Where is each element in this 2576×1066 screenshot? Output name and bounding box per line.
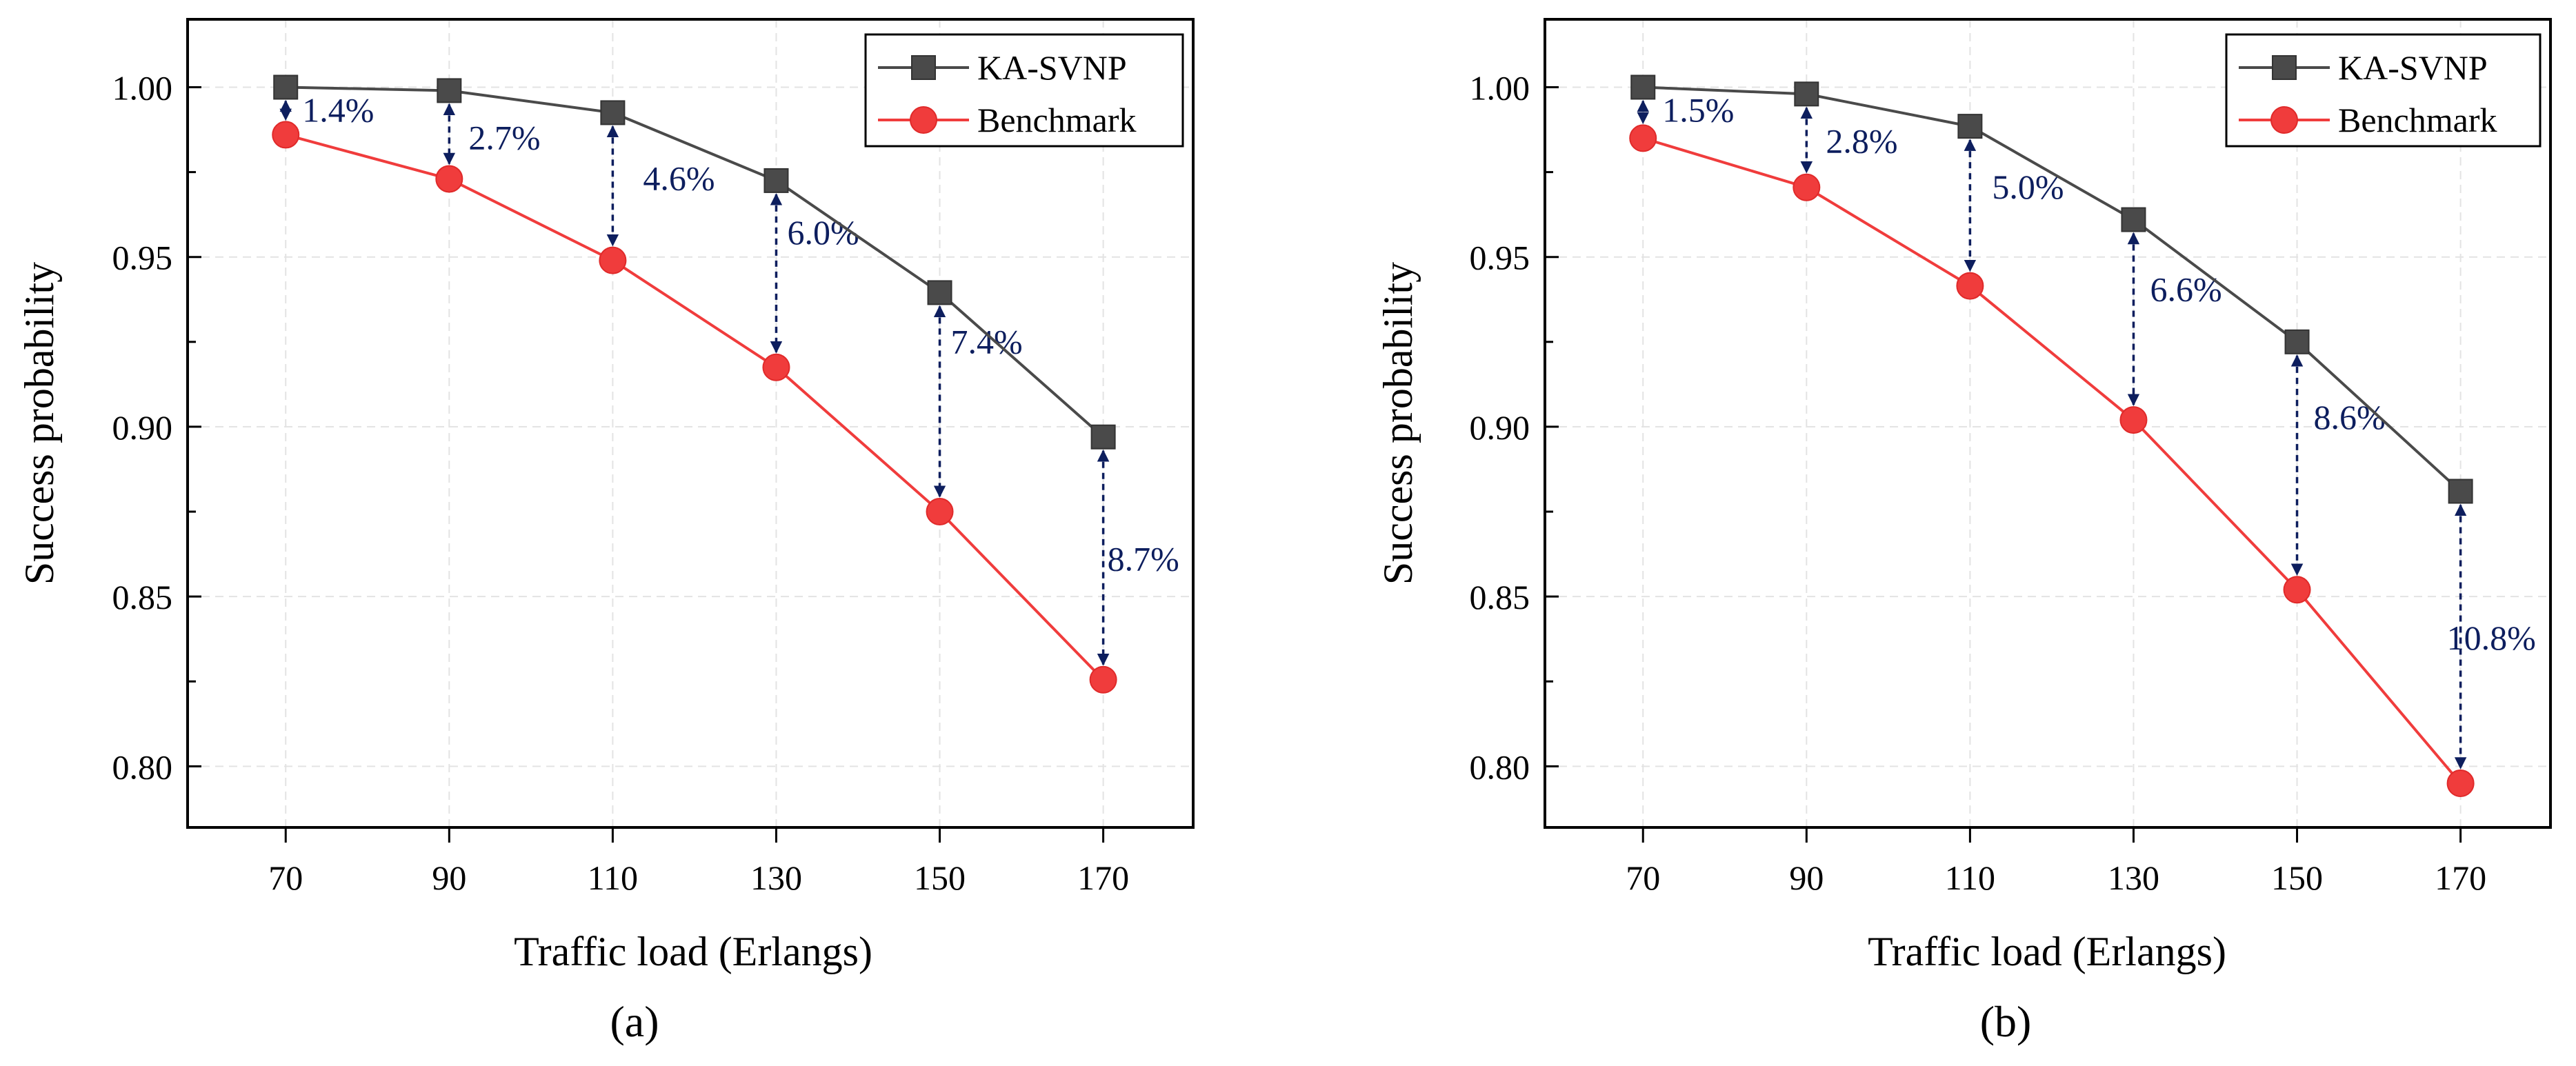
y-tick-label: 1.00: [1470, 68, 1530, 107]
y-tick-label: 0.95: [112, 239, 173, 277]
y-axis-title: Success probability: [1375, 262, 1421, 585]
data-point-benchmark: [1956, 272, 1984, 300]
data-point-ka-svnp: [927, 280, 952, 305]
y-axis-title: Success probability: [17, 262, 62, 585]
y-tick-label: 0.80: [112, 747, 173, 786]
data-point-ka-svnp: [1630, 74, 1656, 100]
data-point-benchmark: [435, 165, 463, 193]
y-tick-label: 0.90: [112, 408, 173, 447]
x-tick-label: 90: [1789, 858, 1824, 897]
legend-label: KA-SVNP: [2338, 48, 2488, 87]
data-point-ka-svnp: [2121, 207, 2146, 232]
y-tick-label: 0.80: [1470, 747, 1530, 786]
data-point-benchmark: [2283, 576, 2311, 604]
improvement-label: 10.8%: [2447, 619, 2536, 657]
series-line-ka-svnp: [286, 86, 1104, 439]
data-point-benchmark: [1089, 665, 1117, 694]
y-tick-label: 0.85: [1470, 578, 1530, 616]
data-point-benchmark: [272, 121, 300, 149]
axes-frame: [1544, 18, 2552, 829]
data-point-ka-svnp: [2448, 479, 2473, 504]
data-point-benchmark: [599, 246, 627, 274]
data-point-ka-svnp: [600, 100, 626, 125]
data-point-ka-svnp: [273, 74, 299, 100]
data-point-benchmark: [2446, 769, 2475, 797]
improvement-label: 4.6%: [643, 159, 715, 197]
axes-frame: [186, 18, 1195, 829]
x-tick-label: 70: [268, 858, 303, 897]
x-axis-title: Traffic load (Erlangs): [1868, 929, 2226, 974]
x-tick-label: 110: [588, 858, 638, 897]
data-point-ka-svnp: [437, 78, 462, 103]
x-tick-label: 90: [432, 858, 466, 897]
improvement-label: 2.8%: [1826, 121, 1897, 160]
panel-b: 0.80 0.85 0.90 0.95 1.00 70 90 110 130 150 170 1.5%…: [1375, 18, 2552, 1046]
improvement-label: 1.5%: [1662, 90, 1734, 129]
y-tick-label: 0.90: [1470, 408, 1530, 447]
legend-label: Benchmark: [977, 101, 1136, 139]
panel-a: 0.80 0.85 0.90 0.95 1.00 70 90 110 130 150 170 1.4%…: [17, 18, 1195, 1046]
y-tick-label: 0.95: [1470, 239, 1530, 277]
data-point-ka-svnp: [763, 168, 789, 193]
legend-marker-square: [911, 55, 936, 80]
improvement-label: 1.4%: [302, 90, 374, 129]
x-tick-label: 150: [2271, 858, 2323, 897]
x-tick-label: 130: [2108, 858, 2159, 897]
improvement-label: 8.6%: [2314, 398, 2386, 436]
data-point-ka-svnp: [1794, 81, 1819, 107]
x-tick-label: 110: [1945, 858, 1995, 897]
improvement-label: 8.7%: [1108, 540, 1179, 579]
y-tick-label: 0.85: [112, 578, 173, 616]
sub-caption: (b): [1980, 997, 2032, 1046]
improvement-label: 6.0%: [787, 213, 859, 252]
data-point-ka-svnp: [1957, 114, 1983, 139]
data-point-ka-svnp: [1090, 424, 1116, 450]
improvement-label: 6.6%: [2150, 270, 2221, 309]
data-point-benchmark: [1629, 124, 1657, 152]
x-tick-label: 170: [2435, 858, 2486, 897]
improvement-label: 2.7%: [468, 118, 540, 157]
legend-marker-circle: [2270, 106, 2298, 134]
data-point-benchmark: [2119, 406, 2148, 434]
x-axis-title: Traffic load (Erlangs): [514, 929, 872, 974]
x-tick-label: 170: [1077, 858, 1129, 897]
legend-marker-circle: [910, 106, 937, 134]
data-point-benchmark: [926, 498, 954, 526]
series-line-benchmark: [1642, 137, 2462, 785]
sub-caption: (a): [610, 997, 659, 1046]
x-tick-label: 130: [750, 858, 802, 897]
legend-marker-square: [2272, 55, 2297, 80]
legend-label: Benchmark: [2338, 101, 2497, 139]
legend-label: KA-SVNP: [977, 48, 1127, 87]
data-point-benchmark: [762, 353, 790, 381]
series-line-benchmark: [285, 133, 1105, 681]
y-tick-label: 1.00: [112, 68, 173, 107]
data-point-ka-svnp: [2284, 329, 2310, 354]
x-tick-label: 70: [1626, 858, 1660, 897]
series-line-ka-svnp: [1643, 86, 2462, 492]
data-point-benchmark: [1793, 173, 1821, 201]
x-tick-label: 150: [914, 858, 966, 897]
